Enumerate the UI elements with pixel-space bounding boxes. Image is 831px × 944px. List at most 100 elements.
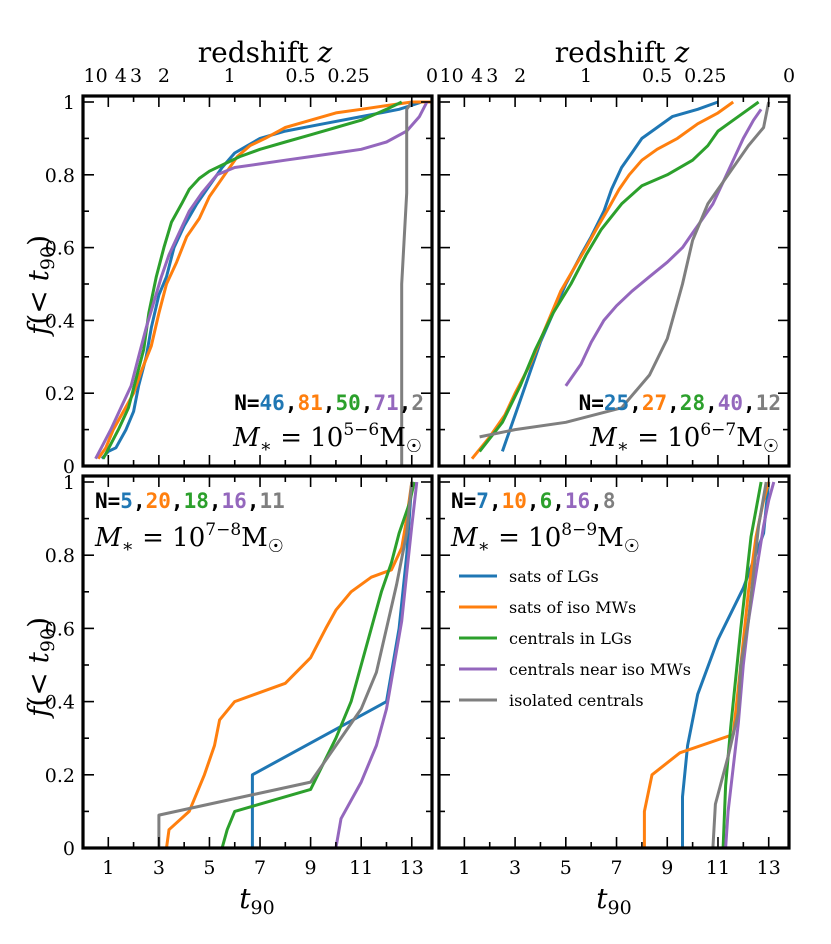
x-tick-label: 11 xyxy=(706,857,730,879)
top-axis-title-left: redshift z xyxy=(198,36,333,69)
top-tick-label: 3 xyxy=(486,65,498,87)
stellar-mass-equals: = 10 xyxy=(490,523,561,553)
stellar-mass-exponent: 7−8 xyxy=(205,520,241,540)
stellar-mass-unit: M xyxy=(379,423,406,453)
sample-size-separator: , xyxy=(667,391,680,415)
sample-size-count: 7 xyxy=(476,489,489,513)
x-tick-label: 11 xyxy=(349,857,373,879)
x-tick-label: 1 xyxy=(102,857,114,879)
panel-bottom-left: 1 3 5 7 9 11 1300.20.40.60.81N=5,20,18,16,11M∗… xyxy=(45,472,434,879)
x-tick-label: 1 xyxy=(458,857,470,879)
stellar-mass-equals: = 10 xyxy=(134,523,205,553)
legend-label: isolated centrals xyxy=(509,691,644,710)
stellar-mass-unit: M xyxy=(241,523,268,553)
stellar-mass-equals: = 10 xyxy=(272,423,343,453)
stellar-mass-exponent: 5−6 xyxy=(343,420,379,440)
panel-top-right: 10 4 3 2 1 0.5 0.25 0N=25,27,28,40,12M∗ = 106−7… xyxy=(437,65,795,468)
y-tick-label: 0.8 xyxy=(45,165,75,187)
x-tick-label: 13 xyxy=(757,857,781,879)
sample-size-count: 46 xyxy=(260,391,285,415)
series-line-sats-of-lgs xyxy=(100,100,430,460)
sample-size-count: 71 xyxy=(373,391,398,415)
x-tick-label: 3 xyxy=(509,857,521,879)
top-tick-label: 1 xyxy=(224,65,236,87)
legend-label: centrals in LGs xyxy=(509,629,632,648)
axes-frame xyxy=(437,474,791,850)
sun-symbol: ☉ xyxy=(624,536,640,557)
sample-size-count: 6 xyxy=(540,489,553,513)
legend-label: sats of LGs xyxy=(509,567,599,586)
stellar-mass-unit: M xyxy=(597,523,624,553)
sample-size-label: N=46,81,50,71,2 xyxy=(234,391,424,415)
sample-size-count: 25 xyxy=(604,391,629,415)
y-tick-label: 0 xyxy=(63,838,75,860)
series-line-isolated-centrals xyxy=(711,481,768,849)
top-tick-label: 4 xyxy=(471,65,483,87)
stellar-mass-subscript: ∗ xyxy=(260,436,272,457)
axes-frame xyxy=(81,94,434,468)
sample-size-count: 81 xyxy=(297,391,322,415)
sample-size-prefix: N= xyxy=(579,391,604,415)
sample-size-prefix: N= xyxy=(451,489,476,513)
y-tick-label: 0.2 xyxy=(45,383,75,405)
series-line-isolated-centrals xyxy=(400,101,414,466)
x-tick-label: 3 xyxy=(153,857,165,879)
x-tick-label: 7 xyxy=(610,857,622,879)
y-tick-label: 0 xyxy=(63,456,75,478)
top-tick-label: 1 xyxy=(580,65,592,87)
sample-size-count: 50 xyxy=(335,391,360,415)
stellar-mass-symbol: M xyxy=(94,523,123,553)
series-line-centrals-near-iso-mws xyxy=(334,481,419,849)
stellar-mass-exponent: 6−7 xyxy=(700,420,736,440)
x-tick-label: 5 xyxy=(560,857,572,879)
series-line-centrals-in-lgs xyxy=(220,481,416,849)
y-tick-label: 1 xyxy=(63,92,75,114)
sample-size-count: 16 xyxy=(565,489,590,513)
x-axis-title-right: t90 xyxy=(596,882,631,919)
top-tick-label: 0 xyxy=(426,65,438,87)
x-tick-label: 13 xyxy=(400,857,424,879)
stellar-mass-label: M∗ = 108−9M☉ xyxy=(450,520,640,557)
top-tick-label: 10 xyxy=(440,65,464,87)
y-axis-title-bottom: f(< t90) xyxy=(22,617,59,719)
stellar-mass-label: M∗ = 107−8M☉ xyxy=(94,520,284,557)
stellar-mass-label: M∗ = 105−6M☉ xyxy=(232,420,422,457)
series-line-centrals-near-iso-mws xyxy=(94,101,429,460)
top-tick-label: 2 xyxy=(514,65,526,87)
top-axis-title-right: redshift z xyxy=(555,36,690,69)
sample-size-separator: , xyxy=(323,391,336,415)
stellar-mass-symbol: M xyxy=(589,423,618,453)
sample-size-count: 40 xyxy=(718,391,743,415)
top-tick-label: 3 xyxy=(130,65,142,87)
stellar-mass-symbol: M xyxy=(232,423,261,453)
series-line-centrals-in-lgs xyxy=(478,100,760,453)
sample-size-count: 11 xyxy=(259,489,284,513)
stellar-mass-subscript: ∗ xyxy=(617,436,629,457)
sun-symbol: ☉ xyxy=(406,436,422,457)
series-line-sats-of-lgs xyxy=(500,100,719,452)
legend-label: sats of iso MWs xyxy=(509,598,636,617)
top-tick-label: 0.5 xyxy=(285,65,315,87)
sample-size-separator: , xyxy=(590,489,603,513)
stellar-mass-exponent: 8−9 xyxy=(561,520,597,540)
top-tick-label: 0.25 xyxy=(684,65,726,87)
sun-symbol: ☉ xyxy=(268,536,284,557)
sample-size-label: N=7,10,6,16,8 xyxy=(451,489,615,513)
y-tick-label: 0.2 xyxy=(45,765,75,787)
top-tick-label: 10 xyxy=(84,65,108,87)
sample-size-separator: , xyxy=(629,391,642,415)
sample-size-prefix: N= xyxy=(234,391,259,415)
sample-size-separator: , xyxy=(489,489,502,513)
series-line-centrals-in-lgs xyxy=(101,100,403,460)
top-tick-label: 4 xyxy=(115,65,127,87)
sun-symbol: ☉ xyxy=(763,436,779,457)
sample-size-count: 8 xyxy=(603,489,616,513)
y-tick-label: 1 xyxy=(63,472,75,494)
x-tick-label: 9 xyxy=(661,857,673,879)
sample-size-count: 20 xyxy=(146,489,171,513)
y-tick-label: 0.4 xyxy=(45,310,75,332)
legend: sats of LGs sats of iso MWs centrals in LG… xyxy=(459,567,691,710)
sample-size-separator: , xyxy=(285,391,298,415)
axes-frame xyxy=(437,94,791,468)
